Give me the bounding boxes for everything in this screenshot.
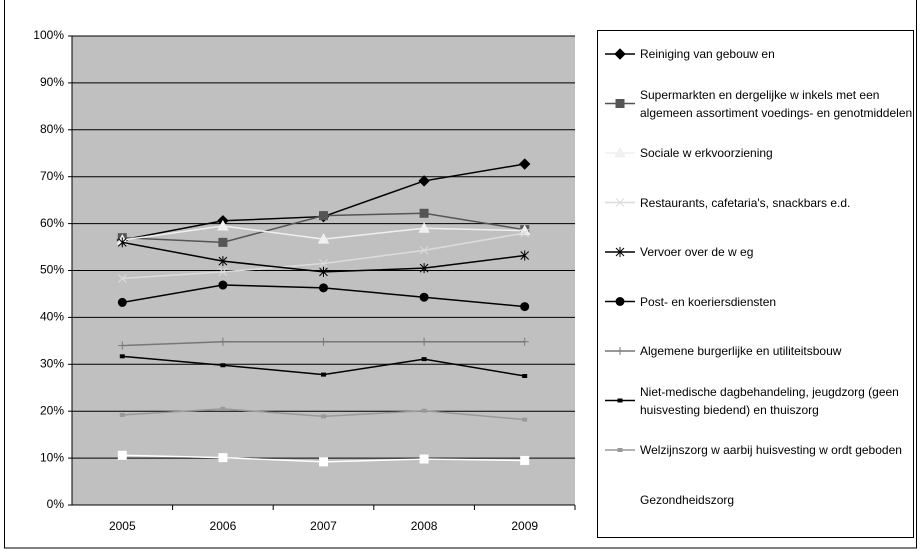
marker	[218, 237, 228, 247]
marker	[421, 408, 427, 413]
marker	[218, 267, 228, 277]
marker	[118, 341, 127, 350]
marker	[614, 146, 626, 158]
marker	[615, 247, 625, 257]
legend-label: Reiniging van gebouw en	[640, 47, 775, 61]
marker	[319, 283, 328, 293]
marker	[615, 495, 625, 504]
marker	[617, 448, 623, 452]
y-tick-label: 100%	[33, 28, 64, 42]
marker	[520, 228, 530, 238]
legend-label: Post- en koeriersdiensten	[640, 294, 777, 309]
marker	[419, 292, 429, 302]
marker	[218, 256, 228, 267]
marker	[117, 297, 127, 307]
marker	[117, 274, 127, 283]
marker	[615, 198, 625, 207]
marker	[615, 99, 625, 108]
marker	[419, 245, 429, 255]
y-tick-label: 30%	[40, 356, 64, 370]
marker	[319, 266, 328, 277]
y-tick-label: 10%	[40, 450, 64, 464]
marker	[419, 263, 429, 274]
marker	[220, 406, 226, 411]
y-tick-label: 60%	[40, 216, 64, 230]
marker	[418, 222, 430, 233]
marker	[218, 453, 228, 463]
x-tick-label: 2008	[411, 519, 438, 533]
marker	[520, 302, 530, 312]
marker	[419, 208, 429, 218]
marker	[421, 357, 427, 362]
marker	[615, 297, 625, 306]
legend-label: Algemene burgerlijke en utiliteitsbouw	[640, 344, 842, 358]
legend-label: Niet-medische dagbehandeling, jeugdzorg …	[640, 384, 899, 417]
y-tick-label: 40%	[40, 310, 64, 324]
y-tick-label: 50%	[40, 263, 64, 277]
marker	[220, 363, 226, 368]
y-tick-label: 80%	[40, 122, 64, 136]
y-tick-label: 70%	[40, 169, 64, 183]
marker	[518, 158, 531, 170]
y-tick-label: 20%	[40, 403, 64, 417]
x-tick-label: 2009	[511, 519, 538, 533]
y-tick-label: 0%	[47, 497, 65, 511]
legend-box	[597, 30, 914, 538]
legend-label: Sociale w erkvoorziening	[640, 146, 773, 160]
marker	[218, 280, 228, 290]
marker	[419, 454, 429, 464]
marker	[119, 412, 125, 417]
marker	[418, 175, 430, 187]
marker	[420, 337, 429, 346]
marker	[321, 372, 326, 377]
marker	[321, 414, 326, 419]
marker	[218, 337, 227, 346]
marker	[614, 48, 626, 60]
marker	[522, 417, 528, 422]
marker	[217, 219, 229, 231]
legend-label: Vervoer over de w eg	[640, 245, 754, 259]
marker	[117, 450, 127, 460]
legend-label: Supermarkten en dergelijke w inkels met …	[640, 87, 913, 120]
marker	[616, 347, 624, 355]
x-tick-label: 2006	[210, 519, 237, 533]
x-tick-label: 2005	[109, 519, 136, 533]
legend-label: Restaurants, cafetaria's, snackbars e.d.	[640, 195, 851, 210]
y-tick-label: 90%	[40, 75, 64, 89]
marker	[319, 211, 328, 221]
legend-label: Gezondheidszorg	[640, 492, 735, 507]
marker	[520, 337, 529, 346]
marker	[522, 374, 528, 379]
chart-border	[4, 0, 917, 549]
x-tick-label: 2007	[310, 519, 337, 533]
marker	[317, 233, 330, 244]
marker	[319, 259, 328, 268]
marker	[617, 398, 623, 403]
marker	[119, 354, 125, 359]
marker	[520, 250, 530, 261]
marker	[117, 237, 127, 248]
marker	[520, 455, 530, 465]
marker	[319, 457, 328, 467]
marker	[319, 337, 328, 346]
legend-label: Welzijnszorg w aarbij huisvesting w ordt…	[640, 443, 902, 457]
